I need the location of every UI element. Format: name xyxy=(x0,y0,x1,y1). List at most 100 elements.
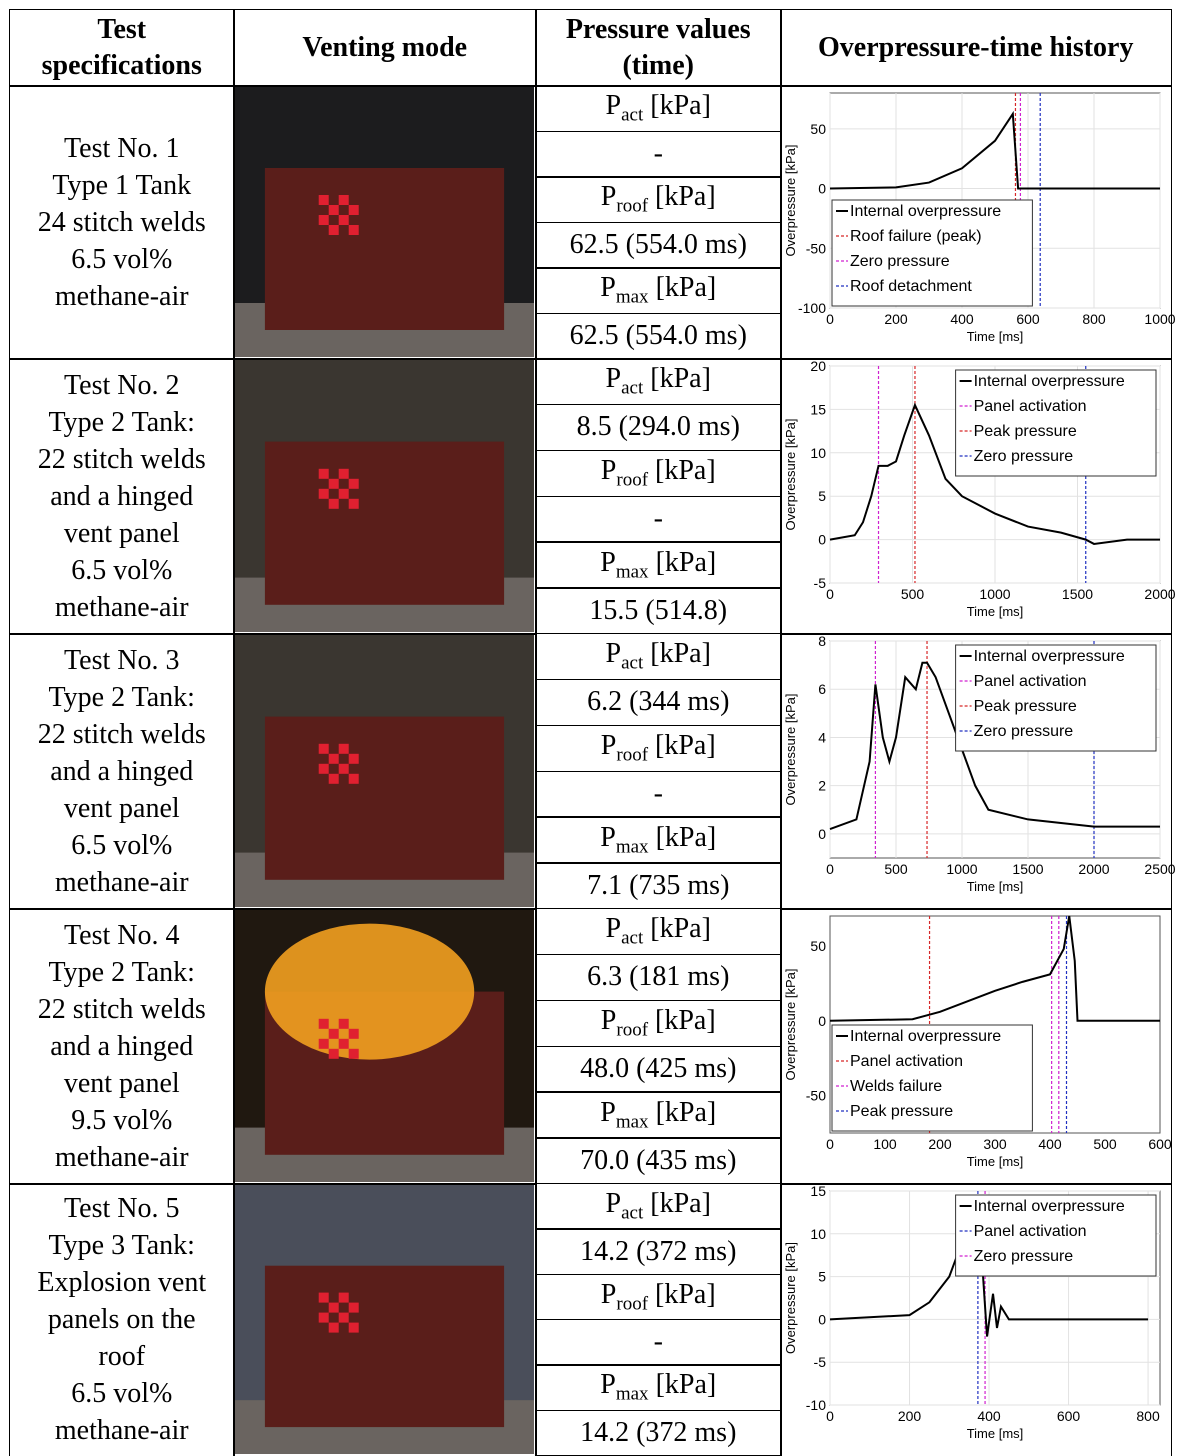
text: [kPa] xyxy=(649,547,717,578)
text: panels on the xyxy=(48,1301,196,1338)
text: Type 2 Tank: xyxy=(49,954,195,991)
text: max xyxy=(616,1111,649,1132)
page: Test specificationsVenting modePressure … xyxy=(0,0,1179,1456)
text: 70.0 (435 ms) xyxy=(580,1145,736,1176)
text: Test No. 3 xyxy=(64,642,179,679)
pressure-cell: Pact [kPa] xyxy=(535,633,782,680)
text: Test specifications xyxy=(16,12,228,84)
pressure-cell: Pact [kPa] xyxy=(535,358,782,405)
pressure-text: 62.5 (554.0 ms) xyxy=(570,229,747,261)
pressure-text: Proof [kPa] xyxy=(601,455,716,492)
pressure-text: 48.0 (425 ms) xyxy=(580,1053,736,1085)
text: act xyxy=(621,928,643,949)
text: [kPa] xyxy=(648,1005,716,1036)
pressure-text: - xyxy=(654,503,663,535)
text: methane-air xyxy=(55,864,189,901)
text: P xyxy=(600,822,616,853)
pressure-cell: Proof [kPa] xyxy=(535,725,782,772)
pressure-cell: Proof [kPa] xyxy=(535,1274,782,1321)
pressure-cell: 8.5 (294.0 ms) xyxy=(535,404,782,451)
header-cell: Test specifications xyxy=(9,9,235,87)
pressure-cell: Pact [kPa] xyxy=(535,85,782,132)
text: roof xyxy=(616,470,648,491)
pressure-cell: Proof [kPa] xyxy=(535,1000,782,1047)
text: 22 stitch welds xyxy=(38,716,206,753)
photo-cell xyxy=(233,85,537,360)
text: 6.5 vol% xyxy=(71,241,172,278)
pressure-text: 15.5 (514.8) xyxy=(589,595,727,627)
pressure-text: 6.3 (181 ms) xyxy=(587,961,729,993)
pressure-cell: Proof [kPa] xyxy=(535,450,782,497)
pressure-text: Pmax [kPa] xyxy=(600,272,716,309)
text: methane-air xyxy=(55,1412,189,1449)
text: P xyxy=(606,638,622,669)
pressure-text: Pact [kPa] xyxy=(606,363,711,400)
pressure-cell: Pact [kPa] xyxy=(535,1183,782,1230)
text: 14.2 (372 ms) xyxy=(580,1236,736,1267)
text: P xyxy=(606,363,622,394)
pressure-text: Pact [kPa] xyxy=(606,638,711,675)
pressure-cell: Pmax [kPa] xyxy=(535,267,782,314)
pressure-text: 6.2 (344 ms) xyxy=(587,686,729,718)
text: max xyxy=(616,287,649,308)
text: 6.5 vol% xyxy=(71,1375,172,1412)
chart-cell xyxy=(780,908,1172,1185)
text: Type 2 Tank: xyxy=(49,679,195,716)
text: Type 1 Tank xyxy=(52,167,191,204)
text: act xyxy=(621,653,643,674)
text: [kPa] xyxy=(643,363,711,394)
text: Type 3 Tank: xyxy=(49,1227,195,1264)
pressure-cell: Pmax [kPa] xyxy=(535,541,782,588)
pressure-cell: 6.3 (181 ms) xyxy=(535,954,782,1001)
text: P xyxy=(601,730,617,761)
text: [kPa] xyxy=(649,822,717,853)
text: - xyxy=(654,1326,663,1357)
text: 6.5 vol% xyxy=(71,827,172,864)
text: 62.5 (554.0 ms) xyxy=(570,320,747,351)
text: [kPa] xyxy=(648,1279,716,1310)
pressure-text: - xyxy=(654,778,663,810)
pressure-text: 62.5 (554.0 ms) xyxy=(570,320,747,352)
text: act xyxy=(621,378,643,399)
text: P xyxy=(606,913,622,944)
text: vent panel xyxy=(64,1065,180,1102)
text: methane-air xyxy=(55,589,189,626)
text: Test No. 1 xyxy=(64,130,179,167)
pressure-cell: Pact [kPa] xyxy=(535,908,782,955)
text: Type 2 Tank: xyxy=(49,404,195,441)
text: [kPa] xyxy=(649,272,717,303)
pressure-cell: - xyxy=(535,1319,782,1366)
chart-cell xyxy=(780,85,1172,360)
photo-cell xyxy=(233,633,537,910)
text: vent panel xyxy=(64,515,180,552)
text: Test No. 4 xyxy=(64,917,179,954)
text: 9.5 vol% xyxy=(71,1102,172,1139)
pressure-text: Pmax [kPa] xyxy=(600,822,716,859)
pressure-cell: - xyxy=(535,496,782,543)
text: [kPa] xyxy=(648,455,716,486)
photo-cell xyxy=(233,358,537,635)
chart-cell xyxy=(780,1183,1172,1456)
text: 6.3 (181 ms) xyxy=(587,961,729,992)
pressure-text: - xyxy=(654,138,663,170)
pressure-text: 14.2 (372 ms) xyxy=(580,1417,736,1449)
text: methane-air xyxy=(55,278,189,315)
pressure-cell: 70.0 (435 ms) xyxy=(535,1137,782,1184)
header-cell: Pressure values (time) xyxy=(535,9,782,87)
text: act xyxy=(621,1203,643,1224)
pressure-text: Pmax [kPa] xyxy=(600,547,716,584)
pressure-text: Pmax [kPa] xyxy=(600,1097,716,1134)
text: [kPa] xyxy=(643,1188,711,1219)
text: 6.2 (344 ms) xyxy=(587,686,729,717)
text: and a hinged xyxy=(50,753,193,790)
text: - xyxy=(654,503,663,534)
photo-cell xyxy=(233,1183,537,1456)
text: 22 stitch welds xyxy=(38,991,206,1028)
pressure-cell: Pmax [kPa] xyxy=(535,1091,782,1138)
pressure-text: Proof [kPa] xyxy=(601,1279,716,1316)
pressure-text: 70.0 (435 ms) xyxy=(580,1145,736,1177)
text: Pressure values (time) xyxy=(542,12,775,84)
text: 14.2 (372 ms) xyxy=(580,1417,736,1448)
pressure-cell: 14.2 (372 ms) xyxy=(535,1228,782,1275)
